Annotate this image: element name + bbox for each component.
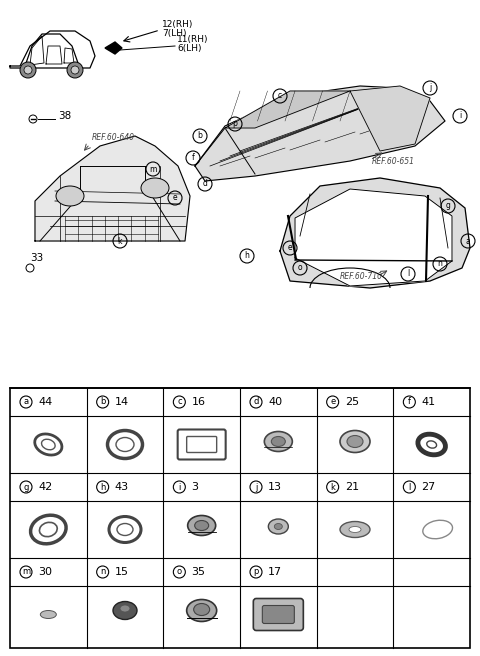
Ellipse shape bbox=[113, 602, 137, 619]
Text: 15: 15 bbox=[115, 567, 129, 577]
Text: h: h bbox=[245, 251, 250, 260]
Text: e: e bbox=[173, 194, 177, 203]
Text: k: k bbox=[118, 237, 122, 245]
Text: 41: 41 bbox=[421, 397, 435, 407]
Circle shape bbox=[71, 66, 79, 74]
Polygon shape bbox=[280, 178, 470, 288]
Polygon shape bbox=[10, 31, 95, 68]
Text: e: e bbox=[330, 398, 336, 407]
Text: k: k bbox=[330, 483, 335, 491]
Text: 44: 44 bbox=[38, 397, 52, 407]
Text: 21: 21 bbox=[345, 482, 359, 492]
Text: 25: 25 bbox=[345, 397, 359, 407]
Text: 38: 38 bbox=[58, 111, 71, 121]
Ellipse shape bbox=[188, 516, 216, 535]
Ellipse shape bbox=[264, 432, 292, 451]
Ellipse shape bbox=[271, 436, 285, 447]
Text: 6(LH): 6(LH) bbox=[177, 44, 202, 53]
Ellipse shape bbox=[347, 436, 363, 447]
Ellipse shape bbox=[187, 600, 216, 621]
Ellipse shape bbox=[427, 441, 437, 448]
Text: 17: 17 bbox=[268, 567, 282, 577]
Text: 33: 33 bbox=[30, 253, 43, 263]
Bar bbox=[10, 388, 470, 648]
Text: g: g bbox=[24, 483, 29, 491]
Text: p: p bbox=[253, 567, 259, 577]
Text: p: p bbox=[233, 119, 238, 129]
Ellipse shape bbox=[193, 604, 210, 615]
Text: d: d bbox=[203, 180, 207, 188]
Circle shape bbox=[20, 62, 36, 78]
Text: m: m bbox=[149, 165, 156, 173]
Text: h: h bbox=[100, 483, 105, 491]
Text: b: b bbox=[198, 131, 203, 140]
Text: l: l bbox=[407, 270, 409, 279]
Text: i: i bbox=[459, 112, 461, 121]
Text: REF.60-710: REF.60-710 bbox=[340, 272, 383, 281]
Ellipse shape bbox=[117, 523, 133, 535]
Ellipse shape bbox=[141, 178, 169, 198]
Text: 42: 42 bbox=[38, 482, 52, 492]
Ellipse shape bbox=[340, 522, 370, 537]
Circle shape bbox=[29, 115, 37, 123]
Ellipse shape bbox=[268, 519, 288, 534]
Ellipse shape bbox=[120, 605, 130, 612]
Ellipse shape bbox=[56, 186, 84, 206]
Text: c: c bbox=[278, 91, 282, 100]
Text: d: d bbox=[253, 398, 259, 407]
Circle shape bbox=[26, 264, 34, 272]
Ellipse shape bbox=[42, 440, 55, 450]
Polygon shape bbox=[350, 86, 430, 151]
Text: 27: 27 bbox=[421, 482, 435, 492]
Text: b: b bbox=[100, 398, 105, 407]
Text: 3: 3 bbox=[192, 482, 198, 492]
Text: 7(LH): 7(LH) bbox=[162, 29, 187, 38]
Text: 30: 30 bbox=[38, 567, 52, 577]
Ellipse shape bbox=[116, 438, 134, 451]
Text: c: c bbox=[177, 398, 181, 407]
FancyBboxPatch shape bbox=[187, 436, 216, 453]
Ellipse shape bbox=[349, 527, 361, 533]
Text: a: a bbox=[24, 398, 29, 407]
Text: 16: 16 bbox=[192, 397, 205, 407]
Text: f: f bbox=[192, 154, 194, 163]
Text: o: o bbox=[298, 264, 302, 272]
Polygon shape bbox=[225, 91, 350, 128]
Polygon shape bbox=[295, 189, 452, 286]
Text: n: n bbox=[100, 567, 105, 577]
Text: n: n bbox=[438, 260, 443, 268]
Text: 43: 43 bbox=[115, 482, 129, 492]
Text: 35: 35 bbox=[192, 567, 205, 577]
Text: j: j bbox=[255, 483, 257, 491]
Text: 11(RH): 11(RH) bbox=[177, 35, 208, 44]
Text: g: g bbox=[445, 201, 450, 211]
Text: f: f bbox=[408, 398, 411, 407]
Text: 13: 13 bbox=[268, 482, 282, 492]
FancyBboxPatch shape bbox=[253, 598, 303, 630]
Ellipse shape bbox=[40, 611, 56, 619]
Text: j: j bbox=[429, 83, 431, 92]
Polygon shape bbox=[105, 42, 122, 54]
Text: a: a bbox=[466, 237, 470, 245]
Text: REF.60-651: REF.60-651 bbox=[372, 157, 415, 166]
Polygon shape bbox=[195, 86, 445, 181]
Text: o: o bbox=[177, 567, 182, 577]
Ellipse shape bbox=[340, 430, 370, 453]
Text: 12(RH): 12(RH) bbox=[162, 20, 193, 29]
Text: REF.60-640: REF.60-640 bbox=[92, 133, 135, 142]
Polygon shape bbox=[35, 136, 190, 241]
Ellipse shape bbox=[275, 523, 282, 529]
Circle shape bbox=[24, 66, 32, 74]
Text: m: m bbox=[22, 567, 30, 577]
Ellipse shape bbox=[39, 522, 57, 537]
Ellipse shape bbox=[195, 520, 209, 531]
FancyBboxPatch shape bbox=[263, 605, 294, 623]
Text: 40: 40 bbox=[268, 397, 282, 407]
Circle shape bbox=[67, 62, 83, 78]
Text: e: e bbox=[288, 243, 292, 253]
Text: l: l bbox=[408, 483, 410, 491]
Text: i: i bbox=[178, 483, 180, 491]
Text: 14: 14 bbox=[115, 397, 129, 407]
